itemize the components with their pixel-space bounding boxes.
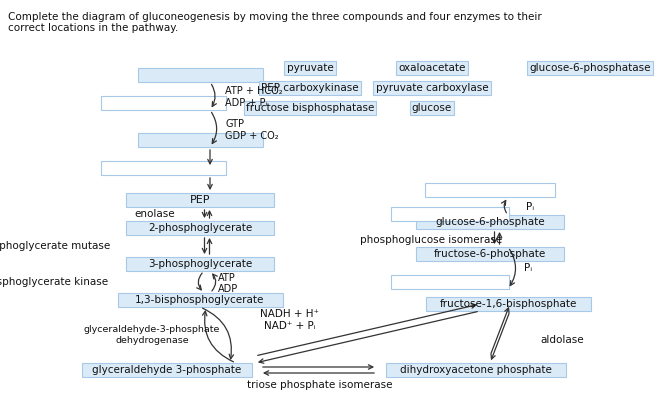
Text: fructose bisphosphatase: fructose bisphosphatase [246,103,374,113]
Bar [426,297,591,311]
Text: fructose-6-phosphate: fructose-6-phosphate [434,249,546,259]
Text: triose phosphate isomerase: triose phosphate isomerase [247,380,393,390]
Text: ATP: ATP [218,273,236,283]
Text: enolase: enolase [135,209,175,219]
Text: 3-phosphoglycerate: 3-phosphoglycerate [148,259,252,269]
Bar [391,275,509,289]
Bar [425,183,555,197]
Text: ATP + HCO₂: ATP + HCO₂ [225,86,282,96]
Text: phosphoglucose isomerase: phosphoglucose isomerase [360,235,502,245]
Text: PEP: PEP [190,195,210,205]
Text: Complete the diagram of gluconeogenesis by moving the three compounds and four e: Complete the diagram of gluconeogenesis … [8,12,541,22]
Bar [416,247,564,261]
Bar [416,215,564,229]
Bar [101,161,226,175]
Text: NAD⁺ + Pᵢ: NAD⁺ + Pᵢ [264,321,316,331]
Text: dihydroxyacetone phosphate: dihydroxyacetone phosphate [400,365,552,375]
Bar [137,68,262,82]
Bar [137,133,262,147]
Bar [101,96,226,110]
Text: fructose-1,6-bisphosphate: fructose-1,6-bisphosphate [440,299,577,309]
Text: PEP carboxykinase: PEP carboxykinase [261,83,359,93]
Text: glucose-6-phosphatase: glucose-6-phosphatase [529,63,651,73]
Bar [391,207,509,221]
Text: glucose-6-phosphate: glucose-6-phosphate [435,217,545,227]
Text: phosphoglycerate mutase: phosphoglycerate mutase [0,241,110,251]
Bar [126,193,274,207]
Text: 1,3-bisphosphoglycerate: 1,3-bisphosphoglycerate [135,295,264,305]
Text: Pᵢ: Pᵢ [526,202,534,212]
Text: pyruvate: pyruvate [286,63,334,73]
Text: aldolase: aldolase [540,335,583,345]
Bar [126,257,274,271]
Bar [117,293,282,307]
Text: Pᵢ: Pᵢ [524,263,532,273]
Text: glyceraldehyde 3-phosphate: glyceraldehyde 3-phosphate [93,365,242,375]
Text: GDP + CO₂: GDP + CO₂ [225,131,278,141]
Text: GTP: GTP [225,119,244,129]
Text: 2-phosphoglycerate: 2-phosphoglycerate [148,223,252,233]
Bar [82,363,252,377]
Text: ADP + Pᵢ: ADP + Pᵢ [225,98,267,108]
Text: phosphoglycerate kinase: phosphoglycerate kinase [0,277,108,287]
Text: glucose: glucose [412,103,452,113]
Text: correct locations in the pathway.: correct locations in the pathway. [8,23,178,33]
Bar [386,363,566,377]
Text: pyruvate carboxylase: pyruvate carboxylase [376,83,488,93]
Text: NADH + H⁺: NADH + H⁺ [260,309,320,319]
Text: glyceraldehyde-3-phosphate
dehydrogenase: glyceraldehyde-3-phosphate dehydrogenase [84,325,220,345]
Text: ADP: ADP [218,284,238,294]
Bar [126,221,274,235]
Text: oxaloacetate: oxaloacetate [398,63,466,73]
